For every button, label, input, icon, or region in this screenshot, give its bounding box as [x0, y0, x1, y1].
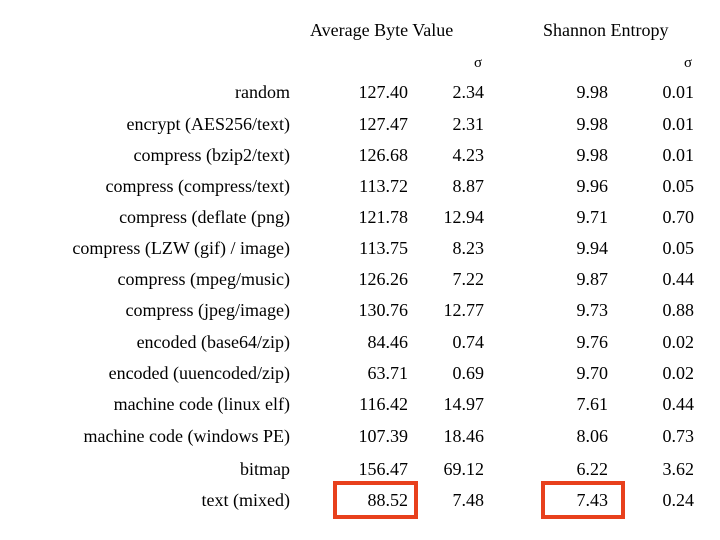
cell-entropy-sigma: 0.24 — [662, 490, 695, 510]
row-label: text (mixed) — [201, 490, 290, 510]
cell-average-sigma: 8.23 — [452, 238, 485, 258]
cell-entropy: 8.06 — [576, 426, 609, 446]
cell-average: 107.39 — [358, 426, 409, 446]
row-label: machine code (windows PE) — [83, 426, 290, 446]
cell-average-sigma: 7.22 — [452, 269, 485, 289]
cell-average-sigma: 8.87 — [452, 176, 485, 196]
cell-entropy-sigma: 0.01 — [662, 114, 695, 134]
cell-average: 121.78 — [358, 207, 409, 227]
cell-average-sigma: 18.46 — [443, 426, 485, 446]
highlight-box — [541, 481, 625, 519]
row-label: machine code (linux elf) — [113, 394, 290, 414]
row-label: compress (bzip2/text) — [133, 145, 290, 165]
row-label: encoded (base64/zip) — [136, 332, 290, 352]
cell-average: 88.52 — [367, 490, 409, 510]
cell-entropy-sigma: 0.44 — [662, 394, 695, 414]
header-average-byte-value: Average Byte Value — [310, 20, 454, 40]
cell-average-sigma: 69.12 — [443, 459, 485, 479]
cell-average: 127.47 — [358, 114, 409, 134]
cell-average-sigma: 14.97 — [443, 394, 485, 414]
cell-entropy: 9.70 — [576, 363, 609, 383]
cell-average: 126.26 — [358, 269, 409, 289]
cell-entropy-sigma: 0.05 — [662, 238, 695, 258]
row-label: compress (jpeg/image) — [125, 300, 290, 320]
cell-entropy-sigma: 0.70 — [662, 207, 695, 227]
cell-average-sigma: 12.77 — [443, 300, 485, 320]
cell-average: 156.47 — [358, 459, 409, 479]
cell-entropy: 9.98 — [576, 114, 609, 134]
cell-average-sigma: 0.74 — [452, 332, 485, 352]
row-label: compress (LZW (gif) / image) — [72, 238, 290, 258]
cell-average: 113.75 — [359, 238, 408, 258]
cell-entropy: 7.43 — [576, 490, 609, 510]
row-label: encoded (uuencoded/zip) — [108, 363, 290, 383]
row-label: compress (mpeg/music) — [117, 269, 290, 289]
row-label: random — [235, 82, 290, 102]
header-sigma-entropy: σ — [684, 55, 693, 71]
row-label: compress (compress/text) — [105, 176, 290, 196]
cell-entropy: 9.96 — [576, 176, 609, 196]
cell-entropy-sigma: 0.01 — [662, 145, 695, 165]
cell-average: 113.72 — [359, 176, 408, 196]
cell-entropy: 9.73 — [576, 300, 609, 320]
cell-entropy: 9.94 — [576, 238, 609, 258]
cell-average: 130.76 — [358, 300, 409, 320]
cell-average: 116.42 — [359, 394, 408, 414]
cell-entropy-sigma: 0.02 — [662, 363, 695, 383]
cell-average-sigma: 2.31 — [452, 114, 485, 134]
row-label: encrypt (AES256/text) — [126, 114, 290, 134]
cell-average: 126.68 — [358, 145, 409, 165]
header-shannon-entropy: Shannon Entropy — [543, 20, 669, 40]
cell-average-sigma: 12.94 — [443, 207, 485, 227]
cell-entropy: 9.76 — [576, 332, 609, 352]
cell-entropy-sigma: 0.44 — [662, 269, 695, 289]
cell-average-sigma: 2.34 — [452, 82, 485, 102]
cell-entropy-sigma: 0.01 — [662, 82, 695, 102]
row-label: compress (deflate (png) — [119, 207, 290, 227]
row-label: bitmap — [240, 459, 290, 479]
cell-entropy-sigma: 0.05 — [662, 176, 695, 196]
cell-entropy: 9.87 — [576, 269, 609, 289]
cell-average-sigma: 7.48 — [452, 490, 485, 510]
cell-entropy: 9.98 — [576, 145, 609, 165]
cell-entropy-sigma: 3.62 — [662, 459, 695, 479]
cell-entropy: 9.98 — [576, 82, 609, 102]
cell-average: 84.46 — [367, 332, 409, 352]
cell-average-sigma: 0.69 — [452, 363, 485, 383]
cell-entropy: 9.71 — [576, 207, 609, 227]
cell-average: 127.40 — [358, 82, 409, 102]
cell-entropy-sigma: 0.88 — [662, 300, 695, 320]
cell-entropy-sigma: 0.73 — [662, 426, 695, 446]
header-sigma-avg: σ — [474, 55, 483, 71]
cell-average: 63.71 — [367, 363, 409, 383]
cell-average-sigma: 4.23 — [452, 145, 485, 165]
highlight-box — [333, 481, 418, 519]
cell-entropy: 7.61 — [576, 394, 609, 414]
cell-entropy-sigma: 0.02 — [662, 332, 695, 352]
cell-entropy: 6.22 — [576, 459, 609, 479]
